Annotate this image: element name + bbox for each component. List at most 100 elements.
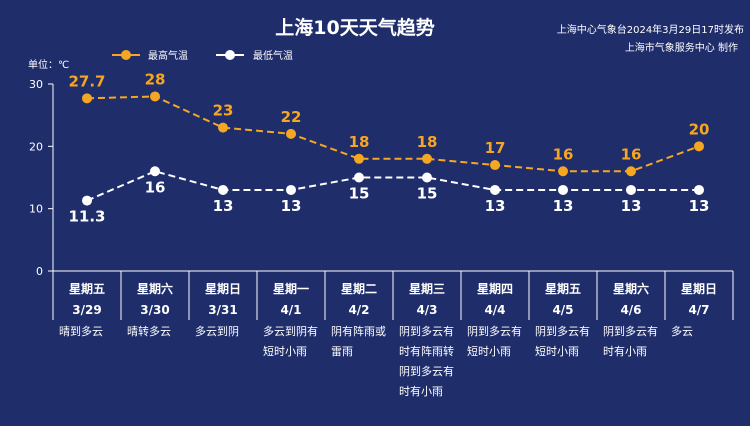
high-temp-label: 23: [213, 102, 234, 120]
high-temp-label: 20: [689, 120, 710, 138]
legend: 最高气温 最低气温: [112, 49, 293, 62]
low-temp-label: 13: [553, 197, 574, 215]
date-label: 4/7: [688, 303, 709, 317]
weather-text-line: 多云到阴有: [263, 324, 318, 338]
weather-text: 晴到多云: [59, 324, 103, 338]
low-temp-point: [626, 184, 636, 195]
weekday-label: 星期六: [137, 281, 173, 296]
low-temp-label: 13: [689, 197, 710, 215]
high-temp-label: 27.7: [68, 72, 105, 90]
high-temp-label: 16: [553, 145, 574, 163]
weather-text-line: 短时小雨: [263, 344, 307, 358]
weather-text-line: 时有小雨: [603, 344, 647, 358]
low-temp-point: [422, 172, 432, 183]
low-temp-point: [150, 166, 160, 177]
weather-text: 阴到多云有短时小雨: [535, 324, 590, 358]
weekday-label: 星期一: [273, 281, 309, 296]
low-temp-label: 13: [485, 197, 506, 215]
low-temp-point: [694, 184, 704, 195]
high-temp-point: [354, 153, 364, 164]
weekday-label: 星期五: [545, 281, 581, 296]
weather-text-line: 晴到多云: [59, 324, 103, 338]
forecast-table: 星期五 3/29 晴到多云 星期六 3/30 晴转多云 星期日 3/31 多云到阴 星期一 4/1 多…: [52, 271, 734, 398]
high-temp-point: [422, 153, 432, 164]
weather-text-line: 阴到多云有: [467, 324, 522, 338]
date-label: 3/31: [208, 303, 237, 317]
low-temp-label: 15: [349, 185, 370, 203]
weekday-label: 星期六: [613, 281, 649, 296]
weather-text: 阴有阵雨或雷雨: [331, 324, 386, 358]
low-temp-label: 16: [145, 178, 166, 196]
unit-label: 单位：℃: [28, 58, 69, 71]
publisher-line-2: 上海市气象服务中心 制作: [625, 41, 738, 54]
weekday-label: 星期二: [341, 281, 377, 296]
forecast-day: 星期六 4/6 阴到多云有时有小雨: [603, 281, 658, 358]
date-label: 3/29: [72, 303, 101, 317]
date-label: 4/3: [416, 303, 437, 317]
date-label: 3/30: [140, 303, 169, 317]
high-temp-point: [558, 166, 568, 177]
weekday-label: 星期五: [69, 281, 105, 296]
low-temp-label: 11.3: [68, 208, 105, 226]
legend-low-marker: [225, 50, 235, 60]
legend-high-label: 最高气温: [148, 49, 188, 62]
weather-text-line: 晴转多云: [127, 324, 171, 338]
low-temp-point: [286, 184, 296, 195]
high-temp-point: [218, 122, 228, 133]
legend-high-marker: [121, 50, 131, 60]
low-temp-point: [218, 184, 228, 195]
date-label: 4/4: [484, 303, 505, 317]
weather-text-line: 短时小雨: [467, 344, 511, 358]
legend-high: 最高气温: [112, 49, 188, 62]
series-high: 27.7 28 23 22 18 18 17 16 16 20: [68, 70, 710, 177]
weather-text-line: 多云到阴: [195, 324, 239, 338]
weekday-label: 星期日: [681, 281, 717, 296]
date-label: 4/6: [620, 303, 641, 317]
weather-text: 阴到多云有时有小雨: [603, 324, 658, 358]
weather-text: 多云: [671, 324, 693, 338]
high-temp-point: [694, 141, 704, 152]
weather-text-line: 多云: [671, 324, 693, 338]
weather-text-line: 时有小雨: [399, 384, 443, 398]
weather-text-line: 阴到多云有: [399, 324, 454, 338]
weather-text: 多云到阴: [195, 324, 239, 338]
weather-text: 晴转多云: [127, 324, 171, 338]
weekday-label: 星期四: [477, 281, 513, 296]
high-temp-label: 16: [621, 145, 642, 163]
weekday-label: 星期日: [205, 281, 241, 296]
weather-text-line: 阴到多云有: [603, 324, 658, 338]
low-temp-label: 13: [281, 197, 302, 215]
forecast-day: 星期五 4/5 阴到多云有短时小雨: [535, 281, 590, 358]
date-label: 4/1: [280, 303, 301, 317]
high-temp-label: 18: [349, 133, 370, 151]
weather-text-line: 短时小雨: [535, 344, 579, 358]
forecast-day: 星期一 4/1 多云到阴有短时小雨: [263, 281, 318, 358]
legend-low: 最低气温: [216, 49, 293, 62]
high-temp-point: [150, 91, 160, 102]
high-temp-point: [626, 166, 636, 177]
weather-text-line: 雷雨: [331, 345, 353, 358]
low-temp-point: [490, 184, 500, 195]
low-temp-line: [86, 170, 699, 202]
high-temp-point: [490, 160, 500, 171]
high-temp-point: [82, 93, 92, 104]
y-tick-label: 0: [36, 265, 43, 278]
high-temp-label: 18: [417, 133, 438, 151]
forecast-day: 星期日 3/31 多云到阴: [195, 281, 241, 338]
low-temp-point: [354, 172, 364, 183]
low-temp-label: 13: [213, 197, 234, 215]
low-temp-point: [82, 195, 92, 206]
weather-text: 多云到阴有短时小雨: [263, 324, 318, 358]
forecast-day: 星期二 4/2 阴有阵雨或雷雨: [331, 281, 386, 358]
weather-text: 阴到多云有短时小雨: [467, 324, 522, 358]
low-temp-point: [558, 184, 568, 195]
weather-text-line: 阴到多云有: [399, 364, 454, 378]
low-temp-label: 15: [417, 185, 438, 203]
chart-title: 上海10天天气趋势: [275, 16, 434, 39]
weather-text: 阴到多云有时有阵雨转阴到多云有时有小雨: [399, 324, 454, 398]
weather-text-line: 阴到多云有: [535, 324, 590, 338]
forecast-day: 星期四 4/4 阴到多云有短时小雨: [467, 281, 522, 358]
weekday-label: 星期三: [409, 281, 445, 296]
